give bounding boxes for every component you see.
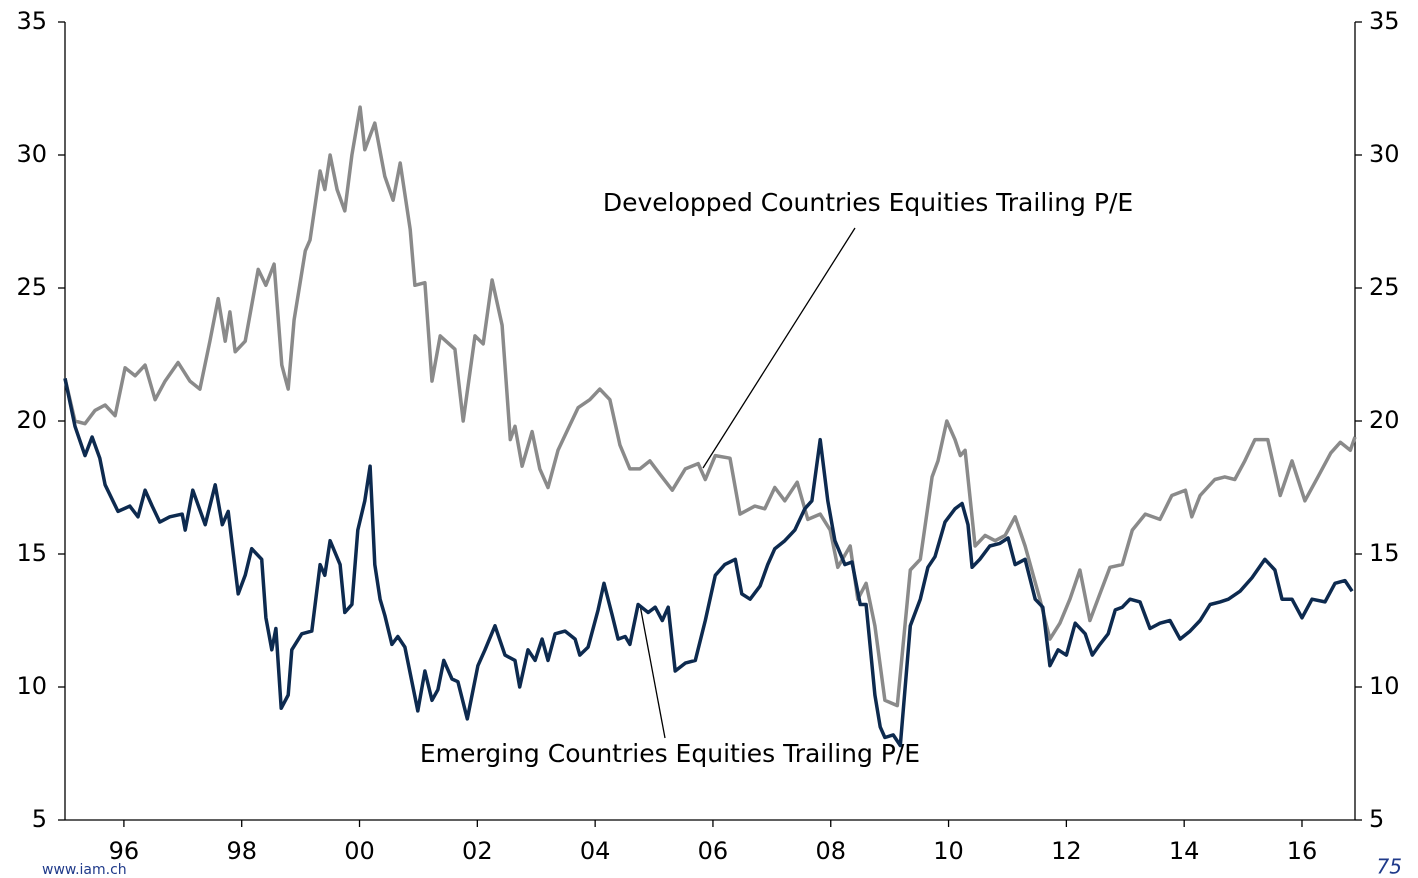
page-number: 75 <box>1377 855 1402 878</box>
y2-tick-label: 15 <box>1369 539 1400 567</box>
series-line <box>63 378 1354 748</box>
y2-tick-label: 20 <box>1369 406 1400 434</box>
y-tick-label: 30 <box>16 140 47 168</box>
y-tick-label: 15 <box>16 539 47 567</box>
y-tick-label: 5 <box>32 805 47 833</box>
x-tick-label: 02 <box>462 837 493 865</box>
y2-tick-label: 35 <box>1369 7 1400 35</box>
y2-tick-label: 10 <box>1369 672 1400 700</box>
x-tick-label: 10 <box>933 837 964 865</box>
x-tick-label: 04 <box>580 837 611 865</box>
annotation: Emerging Countries Equities Trailing P/E <box>420 739 920 768</box>
x-tick-label: 98 <box>226 837 257 865</box>
y2-tick-label: 5 <box>1369 805 1384 833</box>
y-tick-label: 25 <box>16 273 47 301</box>
x-tick-label: 08 <box>815 837 846 865</box>
x-tick-label: 06 <box>698 837 729 865</box>
leader-line <box>702 227 856 469</box>
y-tick-label: 20 <box>16 406 47 434</box>
x-tick-label: 14 <box>1169 837 1200 865</box>
y-tick-label: 35 <box>16 7 47 35</box>
x-tick-label: 00 <box>344 837 375 865</box>
y2-tick-label: 25 <box>1369 273 1400 301</box>
source: www.iam.ch <box>42 862 127 878</box>
y2-tick-label: 30 <box>1369 140 1400 168</box>
x-tick-label: 12 <box>1051 837 1082 865</box>
annotation: Developped Countries Equities Trailing P… <box>603 188 1133 217</box>
x-tick-label: 16 <box>1287 837 1318 865</box>
x-tick-label: 96 <box>109 837 140 865</box>
y-tick-label: 10 <box>16 672 47 700</box>
leader-line <box>639 604 666 739</box>
series-line <box>63 105 1357 708</box>
